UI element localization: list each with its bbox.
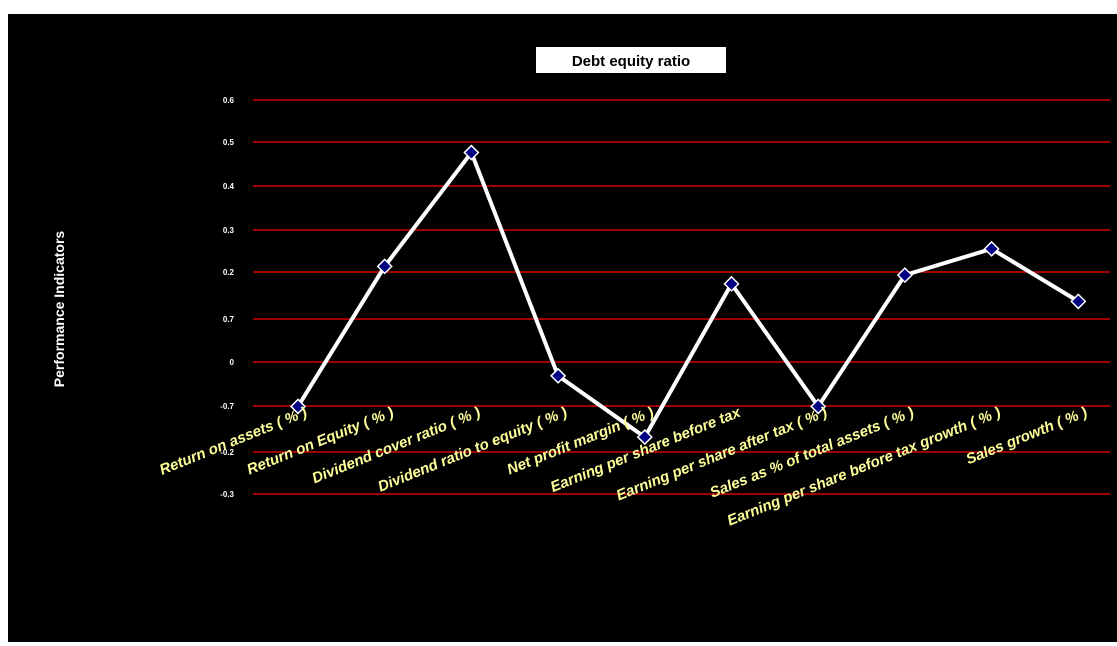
y-tick-label: 0.6 bbox=[223, 96, 235, 105]
x-tick-labels: Return on assets ( % )Return on Equity (… bbox=[157, 404, 1090, 530]
data-point-marker bbox=[463, 144, 480, 161]
y-tick-label: -0.3 bbox=[220, 490, 234, 499]
data-point-marker bbox=[376, 258, 393, 275]
data-point-marker bbox=[896, 267, 913, 284]
y-tick-label: -0.7 bbox=[220, 402, 234, 411]
y-tick-label: 0.2 bbox=[223, 268, 235, 277]
y-tick-label: -0.2 bbox=[220, 448, 234, 457]
chart-area: Debt equity ratio Performance Indicators… bbox=[8, 14, 1117, 642]
line-chart: Debt equity ratio Performance Indicators… bbox=[51, 47, 1110, 530]
series-line-path bbox=[296, 148, 1080, 440]
data-point-marker bbox=[1070, 293, 1087, 310]
gridlines bbox=[253, 99, 1110, 495]
data-markers bbox=[289, 144, 1087, 446]
data-point-marker bbox=[983, 240, 1000, 257]
y-axis-label: Performance Indicators bbox=[51, 231, 67, 388]
data-point-marker bbox=[723, 275, 740, 292]
y-tick-label: 0 bbox=[230, 358, 235, 367]
y-tick-labels: 0.6 0.5 0.4 0.3 0.2 0.7 0 -0.7 -0.2 -0.3 bbox=[220, 96, 234, 499]
chart-title: Debt equity ratio bbox=[572, 53, 690, 70]
y-tick-label: 0.7 bbox=[223, 315, 235, 324]
y-tick-label: 0.5 bbox=[223, 138, 235, 147]
chart-title-box bbox=[536, 47, 726, 73]
series-line bbox=[296, 148, 1080, 440]
y-tick-label: 0.3 bbox=[223, 226, 235, 235]
x-tick-label: Return on assets ( % ) bbox=[157, 404, 309, 479]
data-point-marker bbox=[636, 429, 653, 446]
y-tick-label: 0.4 bbox=[223, 182, 235, 191]
data-point-marker bbox=[550, 367, 567, 384]
data-point-marker bbox=[810, 398, 827, 415]
data-point-marker bbox=[289, 398, 307, 415]
